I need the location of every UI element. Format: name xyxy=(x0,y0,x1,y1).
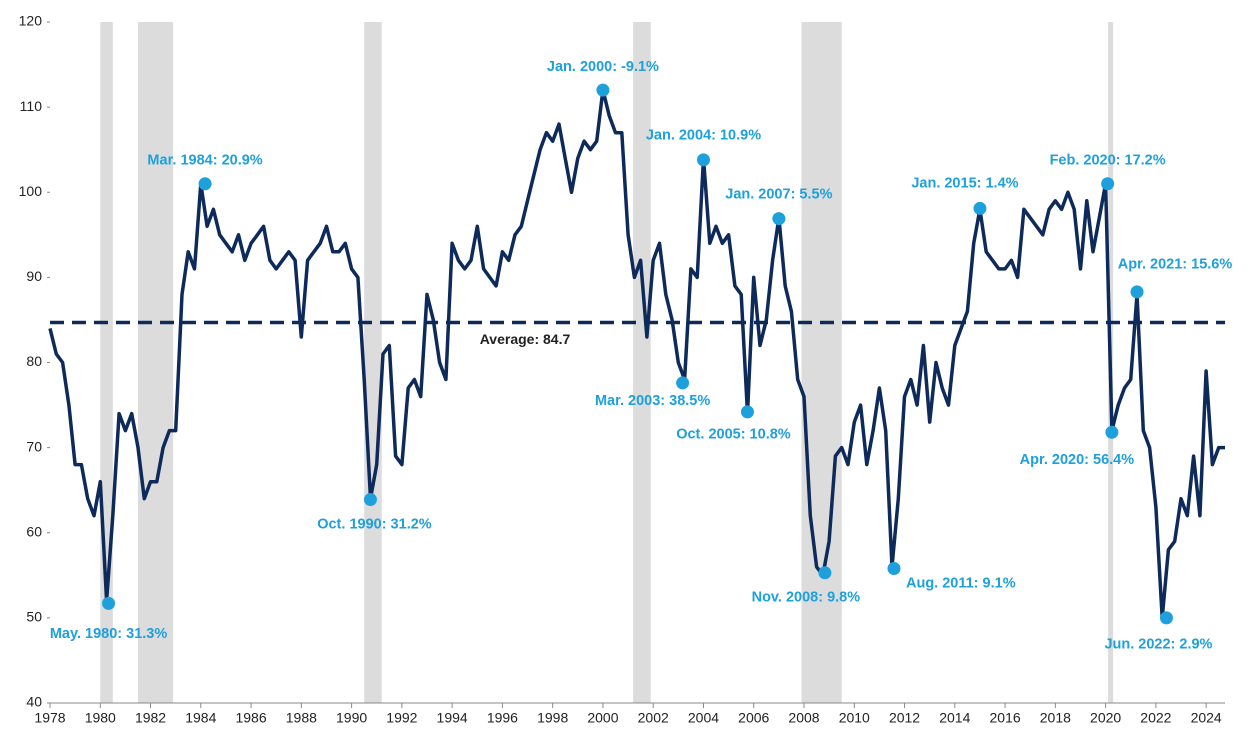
x-tick-label: 2010 xyxy=(839,710,870,726)
x-tick-label: 2008 xyxy=(788,710,819,726)
annotation-label: Jan. 2007: 5.5% xyxy=(725,186,832,202)
annotation-label: Oct. 2005: 10.8% xyxy=(676,427,791,443)
average-label: Average: 84.7 xyxy=(480,331,571,347)
y-tick-label: 70 xyxy=(26,438,42,454)
x-tick-label: 1988 xyxy=(286,710,317,726)
annotation-point xyxy=(973,201,987,215)
recession-band xyxy=(137,22,174,703)
x-tick-label: 2014 xyxy=(939,710,970,726)
annotation-point xyxy=(102,596,116,610)
y-tick-label: 100 xyxy=(19,183,43,199)
x-tick-label: 2006 xyxy=(738,710,769,726)
x-tick-label: 2000 xyxy=(587,710,618,726)
y-tick-label: 90 xyxy=(26,268,42,284)
y-tick-label: 80 xyxy=(26,353,42,369)
annotation-label: Jan. 2004: 10.9% xyxy=(646,128,761,144)
annotation-label: Nov. 2008: 9.8% xyxy=(752,590,861,606)
annotation-label: Apr. 2021: 15.6% xyxy=(1118,257,1233,273)
x-tick-label: 2020 xyxy=(1090,710,1121,726)
x-tick-label: 1986 xyxy=(235,710,266,726)
recession-band xyxy=(364,22,382,703)
annotation-point xyxy=(818,566,832,580)
y-tick-label: 60 xyxy=(26,523,42,539)
x-tick-label: 2002 xyxy=(638,710,669,726)
annotation-label: Jan. 2015: 1.4% xyxy=(911,175,1018,191)
y-tick-label: 50 xyxy=(26,609,42,625)
y-tick-label: 110 xyxy=(20,98,43,114)
annotation-point xyxy=(696,153,710,167)
x-tick-label: 2024 xyxy=(1191,710,1222,726)
annotation-point xyxy=(363,493,377,507)
x-tick-label: 1982 xyxy=(135,710,166,726)
annotation-label: Feb. 2020: 17.2% xyxy=(1050,153,1166,169)
x-tick-label: 1998 xyxy=(537,710,568,726)
annotation-point xyxy=(676,376,690,390)
x-tick-label: 2022 xyxy=(1140,710,1171,726)
x-tick-label: 2004 xyxy=(688,710,719,726)
annotation-point xyxy=(1159,611,1173,625)
annotation-point xyxy=(772,212,786,226)
x-tick-label: 2012 xyxy=(889,710,920,726)
y-tick-label: 120 xyxy=(19,13,43,29)
x-tick-label: 1996 xyxy=(487,710,518,726)
annotation-label: Jan. 2000: -9.1% xyxy=(547,59,659,75)
recession-band xyxy=(633,22,651,703)
annotation-point xyxy=(1101,177,1115,191)
annotation-point xyxy=(1130,285,1144,299)
sentiment-line xyxy=(48,88,1225,620)
annotation-label: Mar. 1984: 20.9% xyxy=(147,153,262,169)
annotation-label: Aug. 2011: 9.1% xyxy=(906,575,1016,591)
y-tick-label: 40 xyxy=(26,694,42,710)
annotation-label: Apr. 2020: 56.4% xyxy=(1020,452,1135,468)
annotation-label: May. 1980: 31.3% xyxy=(50,626,168,642)
annotation-point xyxy=(740,405,754,419)
annotation-point xyxy=(887,562,901,576)
annotation-point xyxy=(596,83,610,97)
recession-band xyxy=(801,22,842,703)
x-tick-label: 1978 xyxy=(34,710,65,726)
annotation-point xyxy=(198,177,212,191)
x-tick-label: 1994 xyxy=(437,710,468,726)
annotation-point xyxy=(1105,425,1119,439)
x-tick-label: 1990 xyxy=(336,710,367,726)
annotation-label: Oct. 1990: 31.2% xyxy=(317,516,432,532)
annotation-label: Jun. 2022: 2.9% xyxy=(1104,637,1212,653)
x-tick-label: 1992 xyxy=(386,710,417,726)
x-tick-label: 2016 xyxy=(990,710,1021,726)
annotation-label: Mar. 2003: 38.5% xyxy=(595,393,710,409)
x-tick-label: 1980 xyxy=(85,710,116,726)
x-tick-label: 1984 xyxy=(185,710,216,726)
x-tick-label: 2018 xyxy=(1040,710,1071,726)
